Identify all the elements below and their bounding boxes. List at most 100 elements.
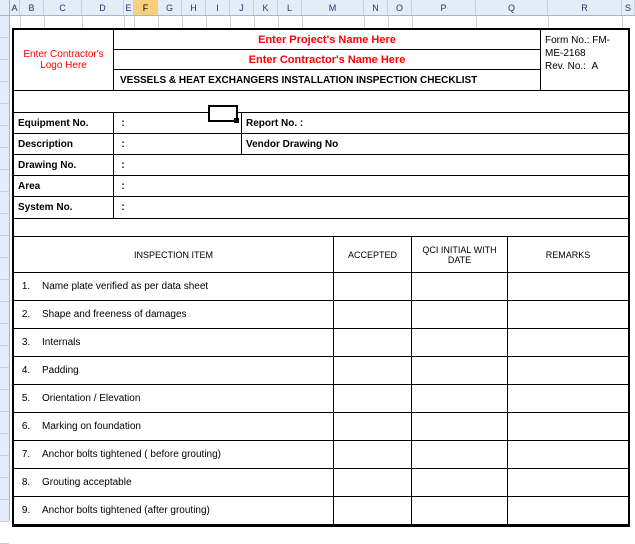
column-header-Q[interactable]: Q	[476, 0, 548, 15]
column-header-P[interactable]: P	[412, 0, 476, 15]
row-description[interactable]: Grouting acceptable	[38, 469, 334, 496]
row-qci[interactable]	[412, 441, 508, 468]
info-value-right[interactable]	[382, 113, 628, 133]
row-accepted[interactable]	[334, 441, 412, 468]
info-value-left[interactable]	[132, 155, 628, 175]
row-header[interactable]	[0, 324, 9, 346]
row-header[interactable]	[0, 478, 9, 500]
info-label-right: Vendor Drawing No	[242, 134, 382, 154]
row-description[interactable]: Internals	[38, 329, 334, 356]
row-accepted[interactable]	[334, 413, 412, 440]
row-description[interactable]: Marking on foundation	[38, 413, 334, 440]
row-header[interactable]	[0, 38, 9, 60]
column-header-K[interactable]: K	[254, 0, 278, 15]
header-remarks: REMARKS	[508, 237, 628, 272]
row-qci[interactable]	[412, 357, 508, 384]
column-header-J[interactable]: J	[230, 0, 254, 15]
row-header[interactable]	[0, 258, 9, 280]
row-description[interactable]: Padding	[38, 357, 334, 384]
row-header[interactable]	[0, 148, 9, 170]
column-header-C[interactable]: C	[44, 0, 82, 15]
row-header[interactable]	[0, 456, 9, 478]
column-header-G[interactable]: G	[158, 0, 182, 15]
row-header[interactable]	[0, 82, 9, 104]
row-description[interactable]: Anchor bolts tightened (after grouting)	[38, 497, 334, 524]
info-colon: :	[114, 113, 132, 133]
column-header-E[interactable]: E	[124, 0, 134, 15]
info-value-left[interactable]	[132, 197, 628, 218]
row-qci[interactable]	[412, 273, 508, 300]
column-header-M[interactable]: M	[302, 0, 364, 15]
row-header[interactable]	[0, 390, 9, 412]
row-header[interactable]	[0, 346, 9, 368]
contractor-name-placeholder[interactable]: Enter Contractor's Name Here	[114, 50, 540, 70]
row-header[interactable]	[0, 434, 9, 456]
info-value-left[interactable]	[132, 176, 628, 196]
row-accepted[interactable]	[334, 301, 412, 328]
row-qci[interactable]	[412, 497, 508, 524]
info-label: Description	[14, 134, 114, 154]
row-remarks[interactable]	[508, 413, 628, 440]
row-header[interactable]	[0, 60, 9, 82]
row-header[interactable]	[0, 412, 9, 434]
row-remarks[interactable]	[508, 469, 628, 496]
row-description[interactable]: Shape and freeness of damages	[38, 301, 334, 328]
row-header[interactable]	[0, 214, 9, 236]
row-header[interactable]	[0, 522, 9, 544]
row-header[interactable]	[0, 16, 9, 38]
row-accepted[interactable]	[334, 329, 412, 356]
column-header-N[interactable]: N	[364, 0, 388, 15]
row-remarks[interactable]	[508, 357, 628, 384]
row-header[interactable]	[0, 368, 9, 390]
spacer-row[interactable]	[14, 91, 628, 113]
row-qci[interactable]	[412, 469, 508, 496]
row-remarks[interactable]	[508, 273, 628, 300]
row-number: 3.	[14, 329, 38, 356]
row-header[interactable]	[0, 236, 9, 258]
inspection-row: 8.Grouting acceptable	[14, 469, 628, 497]
row-description[interactable]: Anchor bolts tightened ( before grouting…	[38, 441, 334, 468]
row-remarks[interactable]	[508, 329, 628, 356]
row-remarks[interactable]	[508, 441, 628, 468]
row-accepted[interactable]	[334, 273, 412, 300]
row-header[interactable]	[0, 126, 9, 148]
row-qci[interactable]	[412, 301, 508, 328]
row-header[interactable]	[0, 192, 9, 214]
project-name-placeholder[interactable]: Enter Project's Name Here	[114, 30, 540, 50]
worksheet[interactable]: Enter Contractor's Logo Here Enter Proje…	[10, 16, 635, 521]
row-header[interactable]	[0, 104, 9, 126]
info-value-left[interactable]	[132, 134, 242, 154]
row-accepted[interactable]	[334, 497, 412, 524]
column-header-I[interactable]: I	[206, 0, 230, 15]
row-accepted[interactable]	[334, 385, 412, 412]
row-header[interactable]	[0, 500, 9, 522]
row-header[interactable]	[0, 280, 9, 302]
column-header-S[interactable]: S	[622, 0, 635, 15]
column-header-H[interactable]: H	[182, 0, 206, 15]
row-remarks[interactable]	[508, 301, 628, 328]
column-header-F[interactable]: F	[134, 0, 158, 15]
column-header-D[interactable]: D	[82, 0, 124, 15]
info-value-right[interactable]	[382, 134, 628, 154]
row-accepted[interactable]	[334, 357, 412, 384]
column-header-B[interactable]: B	[20, 0, 44, 15]
info-label: System No.	[14, 197, 114, 218]
column-header-A[interactable]: A	[10, 0, 20, 15]
row-accepted[interactable]	[334, 469, 412, 496]
column-header-R[interactable]: R	[548, 0, 622, 15]
row-remarks[interactable]	[508, 385, 628, 412]
logo-placeholder[interactable]: Enter Contractor's Logo Here	[14, 30, 114, 90]
column-header-L[interactable]: L	[278, 0, 302, 15]
row-qci[interactable]	[412, 385, 508, 412]
row-description[interactable]: Orientation / Elevation	[38, 385, 334, 412]
corner-cell[interactable]	[0, 0, 10, 15]
row-header[interactable]	[0, 302, 9, 324]
section-gap[interactable]	[14, 219, 628, 237]
row-qci[interactable]	[412, 413, 508, 440]
info-value-left[interactable]	[132, 113, 242, 133]
row-qci[interactable]	[412, 329, 508, 356]
row-description[interactable]: Name plate verified as per data sheet	[38, 273, 334, 300]
column-header-O[interactable]: O	[388, 0, 412, 15]
row-header[interactable]	[0, 170, 9, 192]
row-remarks[interactable]	[508, 497, 628, 524]
